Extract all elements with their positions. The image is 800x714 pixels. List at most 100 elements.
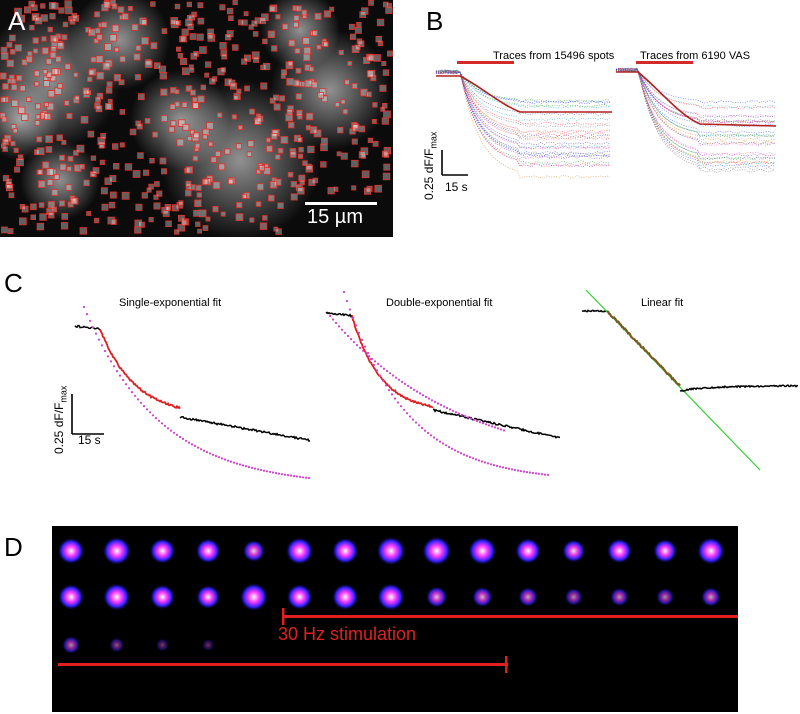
roi-box xyxy=(206,122,214,130)
roi-box xyxy=(303,46,312,55)
spot-trace xyxy=(435,69,611,158)
roi-box xyxy=(199,46,207,54)
linear-fit-title: Linear fit xyxy=(641,297,684,309)
roi-box xyxy=(371,119,377,124)
roi-box xyxy=(185,166,193,174)
roi-box xyxy=(302,53,311,62)
roi-box xyxy=(113,74,121,82)
roi-box xyxy=(231,114,237,120)
exp-fit-double-b xyxy=(412,388,416,391)
roi-box xyxy=(338,49,344,56)
fluorescence-spot xyxy=(195,584,221,610)
roi-box xyxy=(270,132,278,140)
stim-bar-upper xyxy=(282,615,738,618)
exp-fit-double-b xyxy=(373,360,377,363)
roi-box xyxy=(287,121,295,129)
roi-box xyxy=(198,209,207,218)
roi-box xyxy=(236,88,242,94)
roi-box xyxy=(305,165,313,173)
exp-fit-double-a xyxy=(399,405,403,408)
roi-box xyxy=(101,203,109,211)
roi-box xyxy=(311,30,318,37)
roi-box xyxy=(39,213,47,221)
roi-box xyxy=(292,21,299,28)
roi-box xyxy=(359,11,367,18)
roi-box xyxy=(229,82,238,90)
panel-a-letter: A xyxy=(8,6,26,36)
roi-box xyxy=(323,10,331,18)
exp-fit-single xyxy=(181,437,185,440)
roi-box xyxy=(83,179,90,187)
roi-box xyxy=(109,175,117,183)
roi-box xyxy=(320,161,327,168)
fluorescence-spot xyxy=(149,584,176,610)
exp-fit-single xyxy=(271,471,275,474)
roi-box xyxy=(113,162,120,170)
spot-trace xyxy=(435,69,611,126)
spot-montage: 30 Hz stimulation xyxy=(52,526,738,712)
exp-fit-single xyxy=(304,476,308,479)
roi-box xyxy=(361,7,369,15)
roi-box xyxy=(137,93,145,101)
exp-fit-double-a xyxy=(468,456,472,459)
roi-box xyxy=(286,78,294,86)
roi-box xyxy=(159,72,168,80)
fluorescence-spot xyxy=(471,586,493,608)
exp-fit-single xyxy=(151,414,155,417)
exp-fit-double-b xyxy=(472,418,476,421)
roi-box xyxy=(258,164,265,172)
roi-box xyxy=(134,74,142,81)
fluorescence-spot xyxy=(609,587,630,607)
roi-box xyxy=(86,211,91,216)
roi-box xyxy=(383,163,391,171)
roi-box xyxy=(136,123,143,130)
roi-box xyxy=(42,69,48,75)
roi-box xyxy=(351,83,358,89)
roi-box xyxy=(298,174,306,182)
roi-box xyxy=(111,3,118,10)
roi-box xyxy=(382,69,390,76)
vas-trace xyxy=(615,67,776,145)
roi-box xyxy=(184,189,192,197)
roi-box xyxy=(256,183,264,191)
exp-fit-double-a xyxy=(351,316,355,319)
exp-fit-double-a xyxy=(354,324,358,327)
roi-box xyxy=(185,180,192,187)
roi-box xyxy=(175,20,181,26)
roi-box xyxy=(38,202,45,208)
roi-box xyxy=(271,177,277,183)
roi-box xyxy=(246,151,253,157)
vas-trace xyxy=(615,68,776,138)
roi-box xyxy=(302,37,310,45)
roi-box xyxy=(363,187,372,195)
roi-box xyxy=(224,78,232,86)
exp-fit-double-a xyxy=(441,442,445,445)
vas-trace xyxy=(616,68,776,118)
exp-fit-double-a xyxy=(516,469,520,472)
roi-box xyxy=(287,60,294,67)
fluorescence-spot xyxy=(517,586,539,608)
roi-box xyxy=(0,112,6,119)
roi-box xyxy=(1,226,8,234)
exp-fit-single xyxy=(157,419,161,422)
roi-box xyxy=(249,217,255,223)
roi-box xyxy=(160,168,167,175)
roi-box xyxy=(13,147,19,153)
panel-b-traces: B Traces from 15496 spots Traces from 61… xyxy=(400,0,800,240)
fluorescence-spot xyxy=(61,635,81,655)
exp-fit-single xyxy=(301,476,305,479)
roi-box xyxy=(320,143,328,152)
roi-box xyxy=(195,184,202,191)
exp-fit-double-b xyxy=(460,413,464,416)
roi-box xyxy=(185,85,193,92)
roi-box xyxy=(309,126,318,134)
roi-box xyxy=(272,94,279,101)
exp-fit-double-b xyxy=(337,325,341,328)
exp-fit-single xyxy=(94,332,98,335)
roi-box xyxy=(14,44,23,52)
roi-box xyxy=(9,34,16,42)
roi-box xyxy=(40,112,48,120)
roi-box xyxy=(280,73,286,79)
roi-box xyxy=(232,44,239,51)
roi-box xyxy=(212,181,221,190)
